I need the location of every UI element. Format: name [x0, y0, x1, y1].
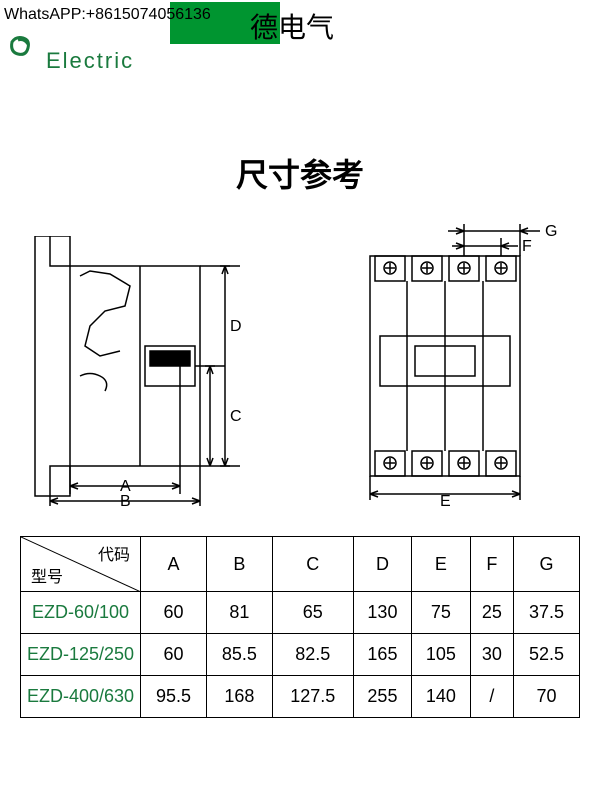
diagram-front-view: G F E	[340, 216, 570, 511]
table-row: EZD-60/100608165130752537.5	[21, 592, 580, 634]
dim-label-c: C	[230, 408, 242, 425]
model-cell: EZD-125/250	[21, 634, 141, 676]
value-cell: 25	[470, 592, 513, 634]
value-cell: 130	[353, 592, 411, 634]
value-cell: 75	[412, 592, 470, 634]
dim-label-f: F	[522, 238, 532, 255]
header-model-label: 型号	[31, 563, 63, 587]
diagram-side-view: A B C D	[30, 236, 260, 511]
page-title: 尺寸参考	[0, 150, 600, 196]
dim-label-g: G	[545, 223, 557, 240]
value-cell: 85.5	[206, 634, 272, 676]
value-cell: 165	[353, 634, 411, 676]
value-cell: 60	[141, 592, 207, 634]
header-code-label: 代码	[98, 541, 130, 565]
value-cell: 30	[470, 634, 513, 676]
value-cell: 37.5	[514, 592, 580, 634]
value-cell: 95.5	[141, 676, 207, 718]
value-cell: /	[470, 676, 513, 718]
brand-text-electric: Electric	[46, 48, 134, 74]
col-a: A	[141, 537, 207, 592]
table-row: EZD-400/63095.5168127.5255140/70	[21, 676, 580, 718]
dimension-diagrams: A B C D	[20, 216, 580, 516]
value-cell: 70	[514, 676, 580, 718]
model-cell: EZD-400/630	[21, 676, 141, 718]
value-cell: 52.5	[514, 634, 580, 676]
model-cell: EZD-60/100	[21, 592, 141, 634]
col-f: F	[470, 537, 513, 592]
whatsapp-text: WhatsAPP:+8615074056136	[4, 6, 211, 24]
value-cell: 255	[353, 676, 411, 718]
dimension-table: 代码 型号 A B C D E F G EZD-60/1006081651307…	[20, 536, 580, 718]
schneider-logo-icon	[8, 32, 38, 62]
table-header-row: 代码 型号 A B C D E F G	[21, 537, 580, 592]
dim-label-d: D	[230, 318, 242, 335]
dim-label-e: E	[440, 493, 451, 506]
value-cell: 105	[412, 634, 470, 676]
value-cell: 168	[206, 676, 272, 718]
value-cell: 140	[412, 676, 470, 718]
table-row: EZD-125/2506085.582.51651053052.5	[21, 634, 580, 676]
col-g: G	[514, 537, 580, 592]
header: WhatsAPP:+8615074056136 Electric 德电气	[0, 0, 600, 90]
value-cell: 81	[206, 592, 272, 634]
col-d: D	[353, 537, 411, 592]
dim-label-b: B	[120, 493, 131, 506]
value-cell: 82.5	[272, 634, 353, 676]
value-cell: 127.5	[272, 676, 353, 718]
value-cell: 60	[141, 634, 207, 676]
brand-cn-text: 德电气	[250, 6, 334, 46]
table-header-diag: 代码 型号	[21, 537, 141, 592]
value-cell: 65	[272, 592, 353, 634]
col-b: B	[206, 537, 272, 592]
col-c: C	[272, 537, 353, 592]
col-e: E	[412, 537, 470, 592]
